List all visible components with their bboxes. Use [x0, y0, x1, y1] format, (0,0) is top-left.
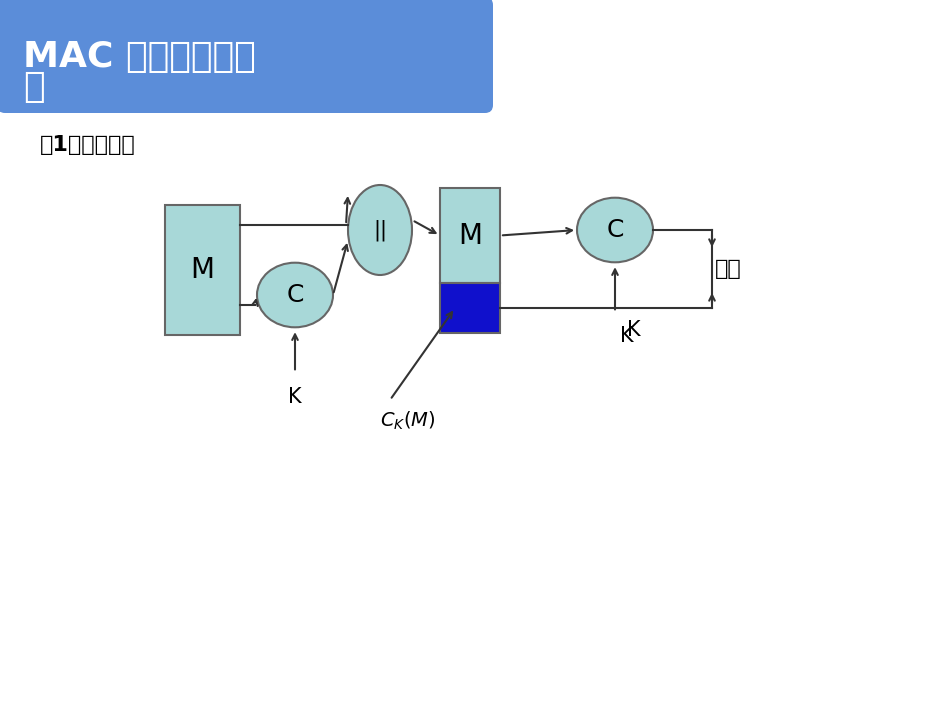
Text: 比较: 比较	[715, 259, 742, 279]
Text: $C_K(M)$: $C_K(M)$	[380, 410, 435, 432]
FancyBboxPatch shape	[165, 205, 240, 335]
Text: 式: 式	[23, 70, 45, 104]
Text: M: M	[191, 256, 215, 284]
Text: （1）消息认证: （1）消息认证	[40, 135, 136, 155]
FancyBboxPatch shape	[440, 188, 500, 283]
Text: ||: ||	[373, 220, 387, 241]
FancyBboxPatch shape	[440, 283, 500, 333]
Text: K: K	[288, 387, 302, 407]
Text: C: C	[286, 283, 304, 307]
Ellipse shape	[577, 198, 653, 262]
Ellipse shape	[257, 262, 333, 327]
Ellipse shape	[348, 185, 412, 275]
Text: K: K	[620, 326, 634, 346]
Text: MAC 的基本使用方: MAC 的基本使用方	[23, 40, 256, 74]
FancyBboxPatch shape	[0, 0, 493, 113]
Text: K: K	[627, 320, 640, 340]
Text: M: M	[458, 222, 482, 250]
Text: C: C	[606, 218, 624, 242]
